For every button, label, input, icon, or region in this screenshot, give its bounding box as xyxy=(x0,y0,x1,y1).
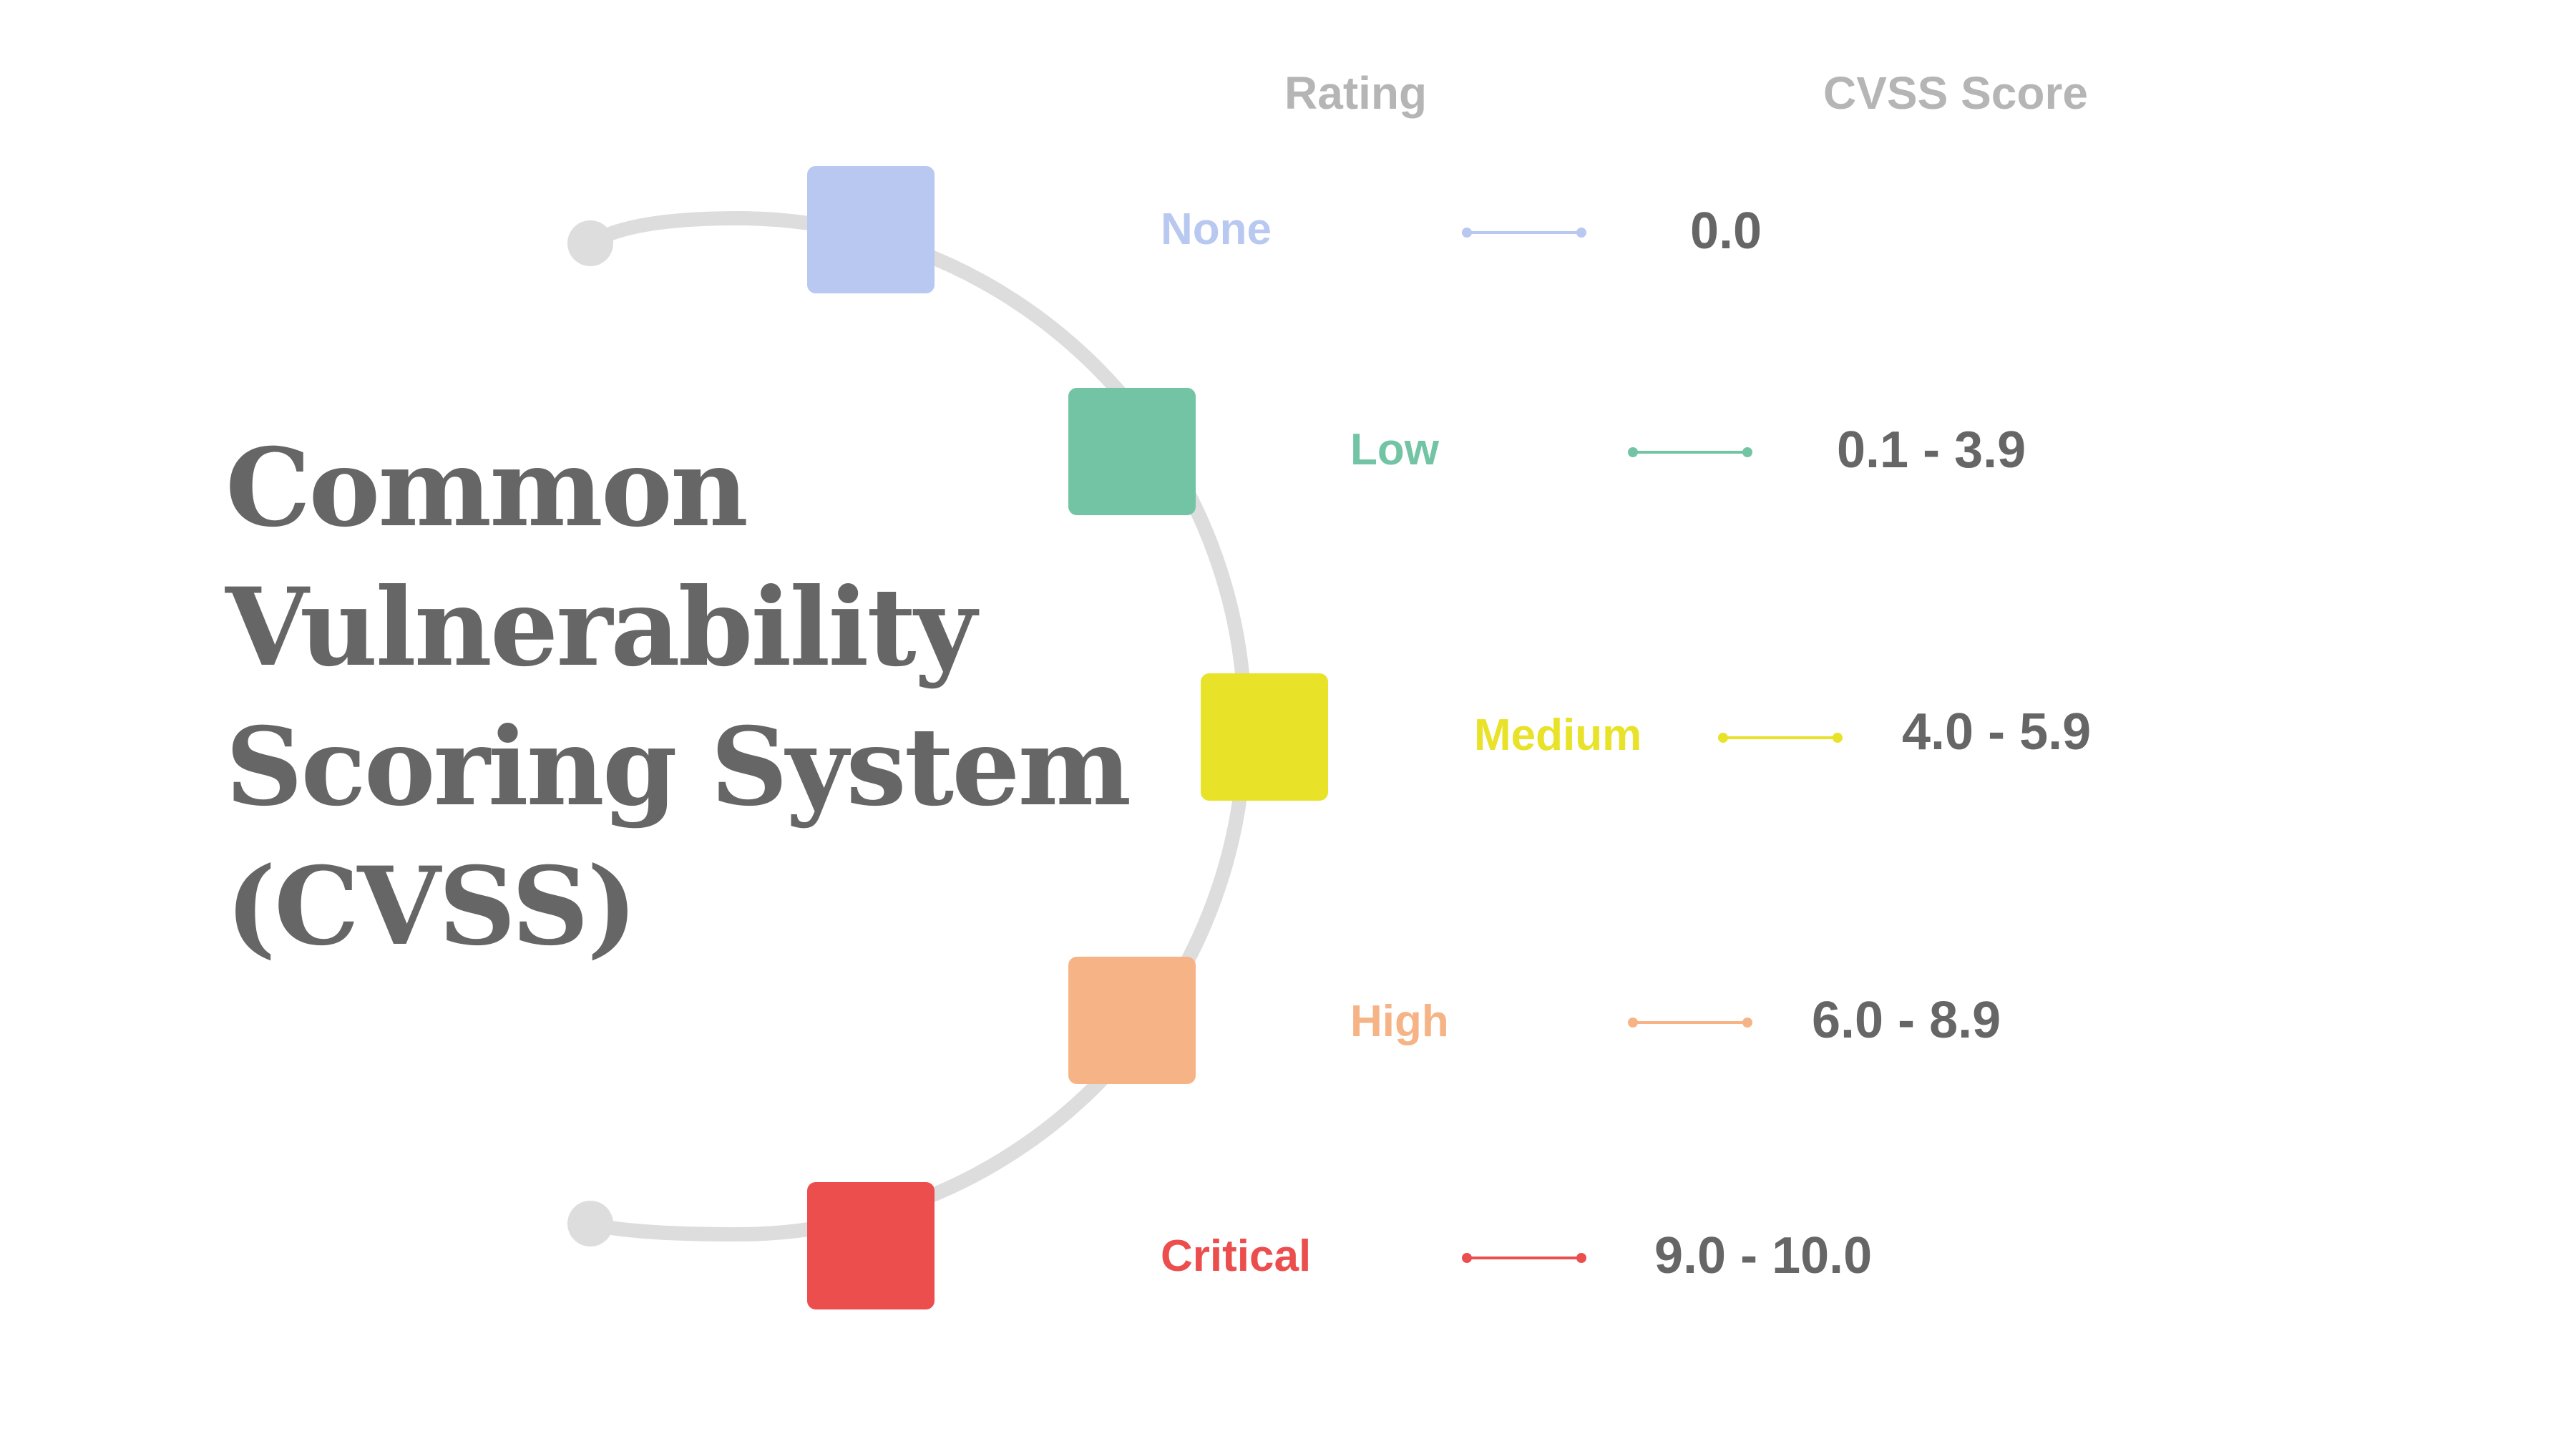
swatch-high xyxy=(1068,957,1196,1084)
rating-column-header: Rating xyxy=(1284,67,1428,119)
swatch-medium xyxy=(1201,673,1328,801)
connector-dot xyxy=(1462,1253,1472,1263)
score-high: 6.0 - 8.9 xyxy=(1812,992,2001,1049)
title-line-2: Vulnerability xyxy=(225,565,977,691)
arc-start-cap xyxy=(567,220,613,266)
swatch-none xyxy=(807,166,935,293)
rating-label-none: None xyxy=(1161,205,1272,254)
score-column-header: CVSS Score xyxy=(1823,67,2088,119)
rating-label-medium: Medium xyxy=(1474,711,1642,760)
connector-dot xyxy=(1462,228,1472,238)
connector-medium xyxy=(1718,733,1843,743)
score-medium: 4.0 - 5.9 xyxy=(1902,703,2092,761)
connector-dot xyxy=(1628,1018,1638,1028)
score-low: 0.1 - 3.9 xyxy=(1837,421,2026,479)
connector-none xyxy=(1462,228,1586,238)
arc-end-cap xyxy=(567,1201,613,1246)
connector-dot xyxy=(1742,1018,1752,1028)
connector-dot xyxy=(1576,228,1586,238)
connector-high xyxy=(1628,1018,1752,1028)
connector-dot xyxy=(1742,447,1752,457)
connector-dot xyxy=(1576,1253,1586,1263)
score-critical: 9.0 - 10.0 xyxy=(1654,1227,1873,1284)
title-line-4: (CVSS) xyxy=(225,844,638,970)
swatch-critical xyxy=(807,1182,935,1309)
connector-dot xyxy=(1718,733,1728,743)
connector-dot xyxy=(1628,447,1638,457)
rating-label-high: High xyxy=(1350,997,1449,1046)
title-line-1: Common xyxy=(225,425,748,551)
page-title: Common Vulnerability Scoring System (CVS… xyxy=(225,419,1131,977)
connector-critical xyxy=(1462,1253,1586,1263)
connector-dot xyxy=(1833,733,1843,743)
score-none: 0.0 xyxy=(1690,203,1762,260)
title-line-3: Scoring System xyxy=(225,704,1131,830)
rating-label-low: Low xyxy=(1350,425,1439,474)
connector-low xyxy=(1628,447,1752,457)
rating-label-critical: Critical xyxy=(1161,1231,1312,1281)
swatch-low xyxy=(1068,388,1196,515)
